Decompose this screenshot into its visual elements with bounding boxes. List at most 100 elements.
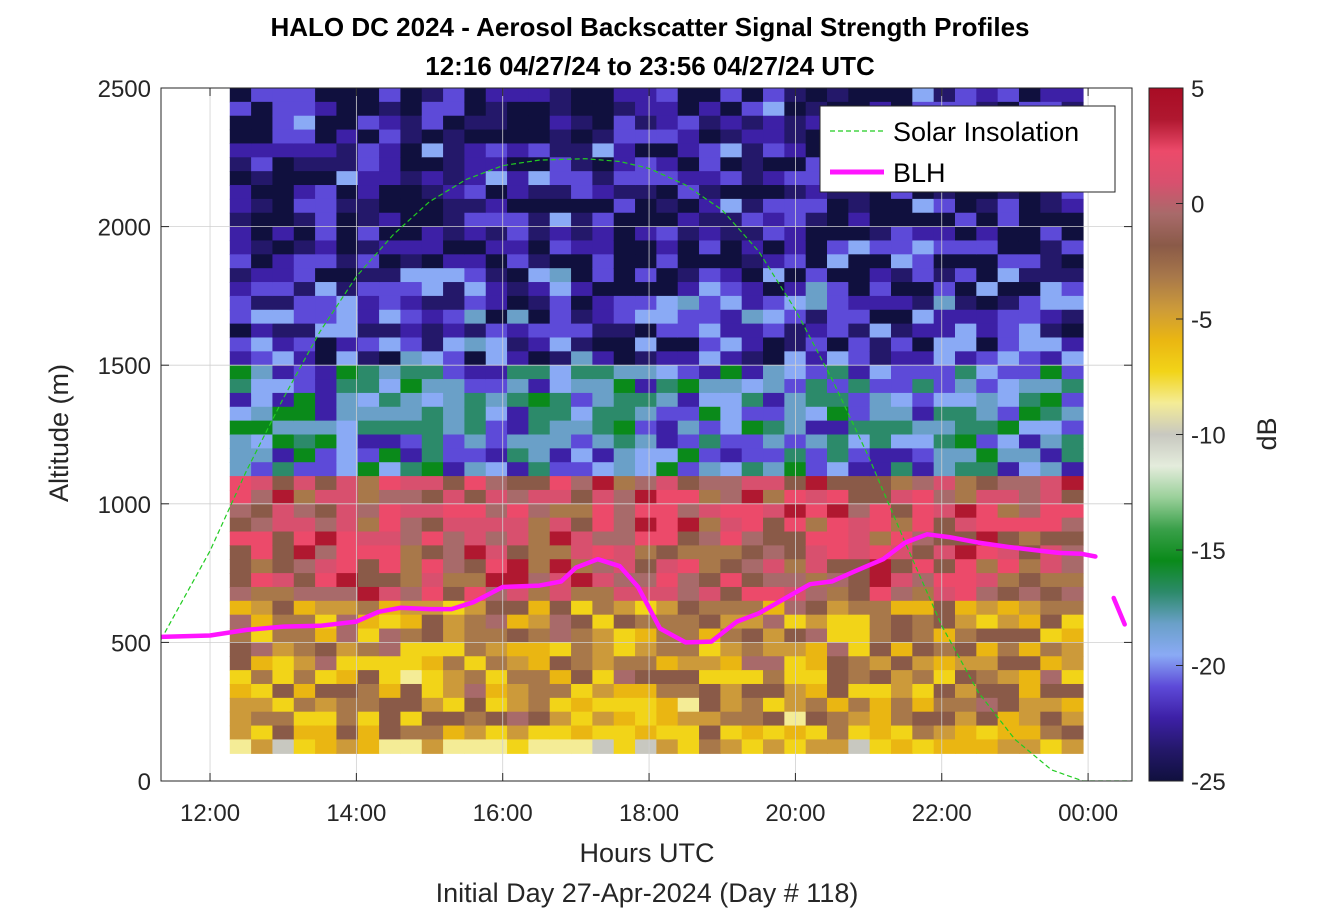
heatmap-cell [763, 683, 785, 699]
heatmap-cell [656, 240, 679, 255]
heatmap-cell [229, 129, 252, 145]
heatmap-cell [229, 739, 252, 754]
heatmap-cell [315, 448, 338, 463]
heatmap-cell [443, 614, 466, 630]
heatmap-cell [805, 545, 828, 560]
heatmap-cell [1061, 212, 1084, 228]
heatmap-cell [592, 129, 615, 145]
heatmap-cell [272, 115, 295, 131]
heatmap-cell [528, 656, 551, 671]
heatmap-cell [251, 101, 274, 117]
heatmap-cell [912, 656, 935, 671]
heatmap-cell [1061, 517, 1084, 533]
heatmap-cell [656, 226, 679, 242]
heatmap-cell [507, 101, 529, 117]
heatmap-cell [421, 476, 444, 491]
heatmap-cell [464, 476, 487, 491]
heatmap-cell [933, 697, 956, 713]
heatmap-cell [613, 226, 636, 242]
heatmap-cell [251, 725, 274, 741]
heatmap-cell [699, 268, 721, 283]
heatmap-cell [827, 323, 849, 339]
heatmap-cell [400, 489, 423, 505]
heatmap-cell [528, 365, 551, 380]
heatmap-cell [272, 309, 295, 325]
heatmap-cell [699, 406, 721, 422]
heatmap-cell [251, 143, 274, 158]
heatmap-cell [976, 254, 999, 269]
heatmap-cell [699, 226, 721, 242]
heatmap-cell [571, 198, 593, 214]
heatmap-cell [592, 531, 615, 546]
heatmap-cell [315, 628, 338, 643]
heatmap-cell [869, 600, 892, 616]
heatmap-cell [592, 614, 615, 630]
heatmap-cell [592, 379, 615, 394]
heatmap-cell [912, 282, 935, 297]
heatmap-cell [528, 711, 551, 727]
heatmap-cell [827, 462, 849, 477]
heatmap-cell [677, 198, 700, 214]
heatmap-cell [848, 545, 871, 560]
heatmap-cell [763, 670, 785, 685]
heatmap-cell [485, 379, 508, 394]
heatmap-cell [677, 545, 700, 560]
heatmap-cell [379, 309, 402, 325]
heatmap-cell [379, 185, 402, 200]
heatmap-cell [507, 600, 529, 616]
heatmap-cell [336, 420, 359, 436]
heatmap-cell [421, 323, 444, 339]
heatmap-cell [336, 586, 359, 602]
heatmap-cell [741, 337, 764, 352]
heatmap-cell [251, 379, 274, 394]
heatmap-cell [272, 379, 295, 394]
heatmap-cell [763, 185, 785, 200]
heatmap-cell [293, 642, 316, 657]
heatmap-cell [549, 212, 572, 228]
footer-text: Initial Day 27-Apr-2024 (Day # 118) [436, 878, 859, 908]
heatmap-cell [763, 198, 785, 214]
legend-box [819, 105, 1116, 193]
heatmap-cell [997, 489, 1020, 505]
heatmap-cell [891, 462, 913, 477]
heatmap-cell [720, 212, 743, 228]
heatmap-cell [421, 240, 444, 255]
heatmap-cell [336, 392, 359, 408]
heatmap-cell [976, 670, 999, 685]
heatmap-cell [272, 670, 295, 685]
heatmap-cell [741, 185, 764, 200]
heatmap-cell [421, 559, 444, 574]
heatmap-cell [656, 365, 679, 380]
x-tick-label: 18:00 [619, 800, 679, 827]
heatmap-cell [315, 185, 338, 200]
heatmap-cell [805, 517, 828, 533]
heatmap-cell [528, 586, 551, 602]
heatmap-cell [677, 683, 700, 699]
heatmap-cell [229, 434, 252, 449]
heatmap-cell [613, 295, 636, 311]
heatmap-cell [251, 254, 274, 269]
heatmap-cell [528, 115, 551, 131]
heatmap-cell [251, 670, 274, 685]
heatmap-cell [848, 531, 871, 546]
heatmap-cell [720, 185, 743, 200]
heatmap-cell [869, 683, 892, 699]
heatmap-cell [272, 295, 295, 311]
heatmap-cell [869, 351, 892, 366]
heatmap-cell [677, 586, 700, 602]
heatmap-cell [400, 129, 423, 145]
heatmap-cell [891, 517, 913, 533]
colorbar-label: dB [1252, 417, 1282, 450]
heatmap-cell [827, 226, 849, 242]
heatmap-cell [805, 212, 828, 228]
heatmap-cell [891, 309, 913, 325]
heatmap-cell [613, 628, 636, 643]
heatmap-cell [1061, 697, 1084, 713]
heatmap-cell [997, 309, 1020, 325]
heatmap-cell [933, 295, 956, 311]
heatmap-cell [400, 198, 423, 214]
heatmap-cell [357, 503, 380, 519]
heatmap-cell [464, 392, 487, 408]
heatmap-cell [549, 614, 572, 630]
y-tick-label: 1000 [98, 492, 151, 519]
